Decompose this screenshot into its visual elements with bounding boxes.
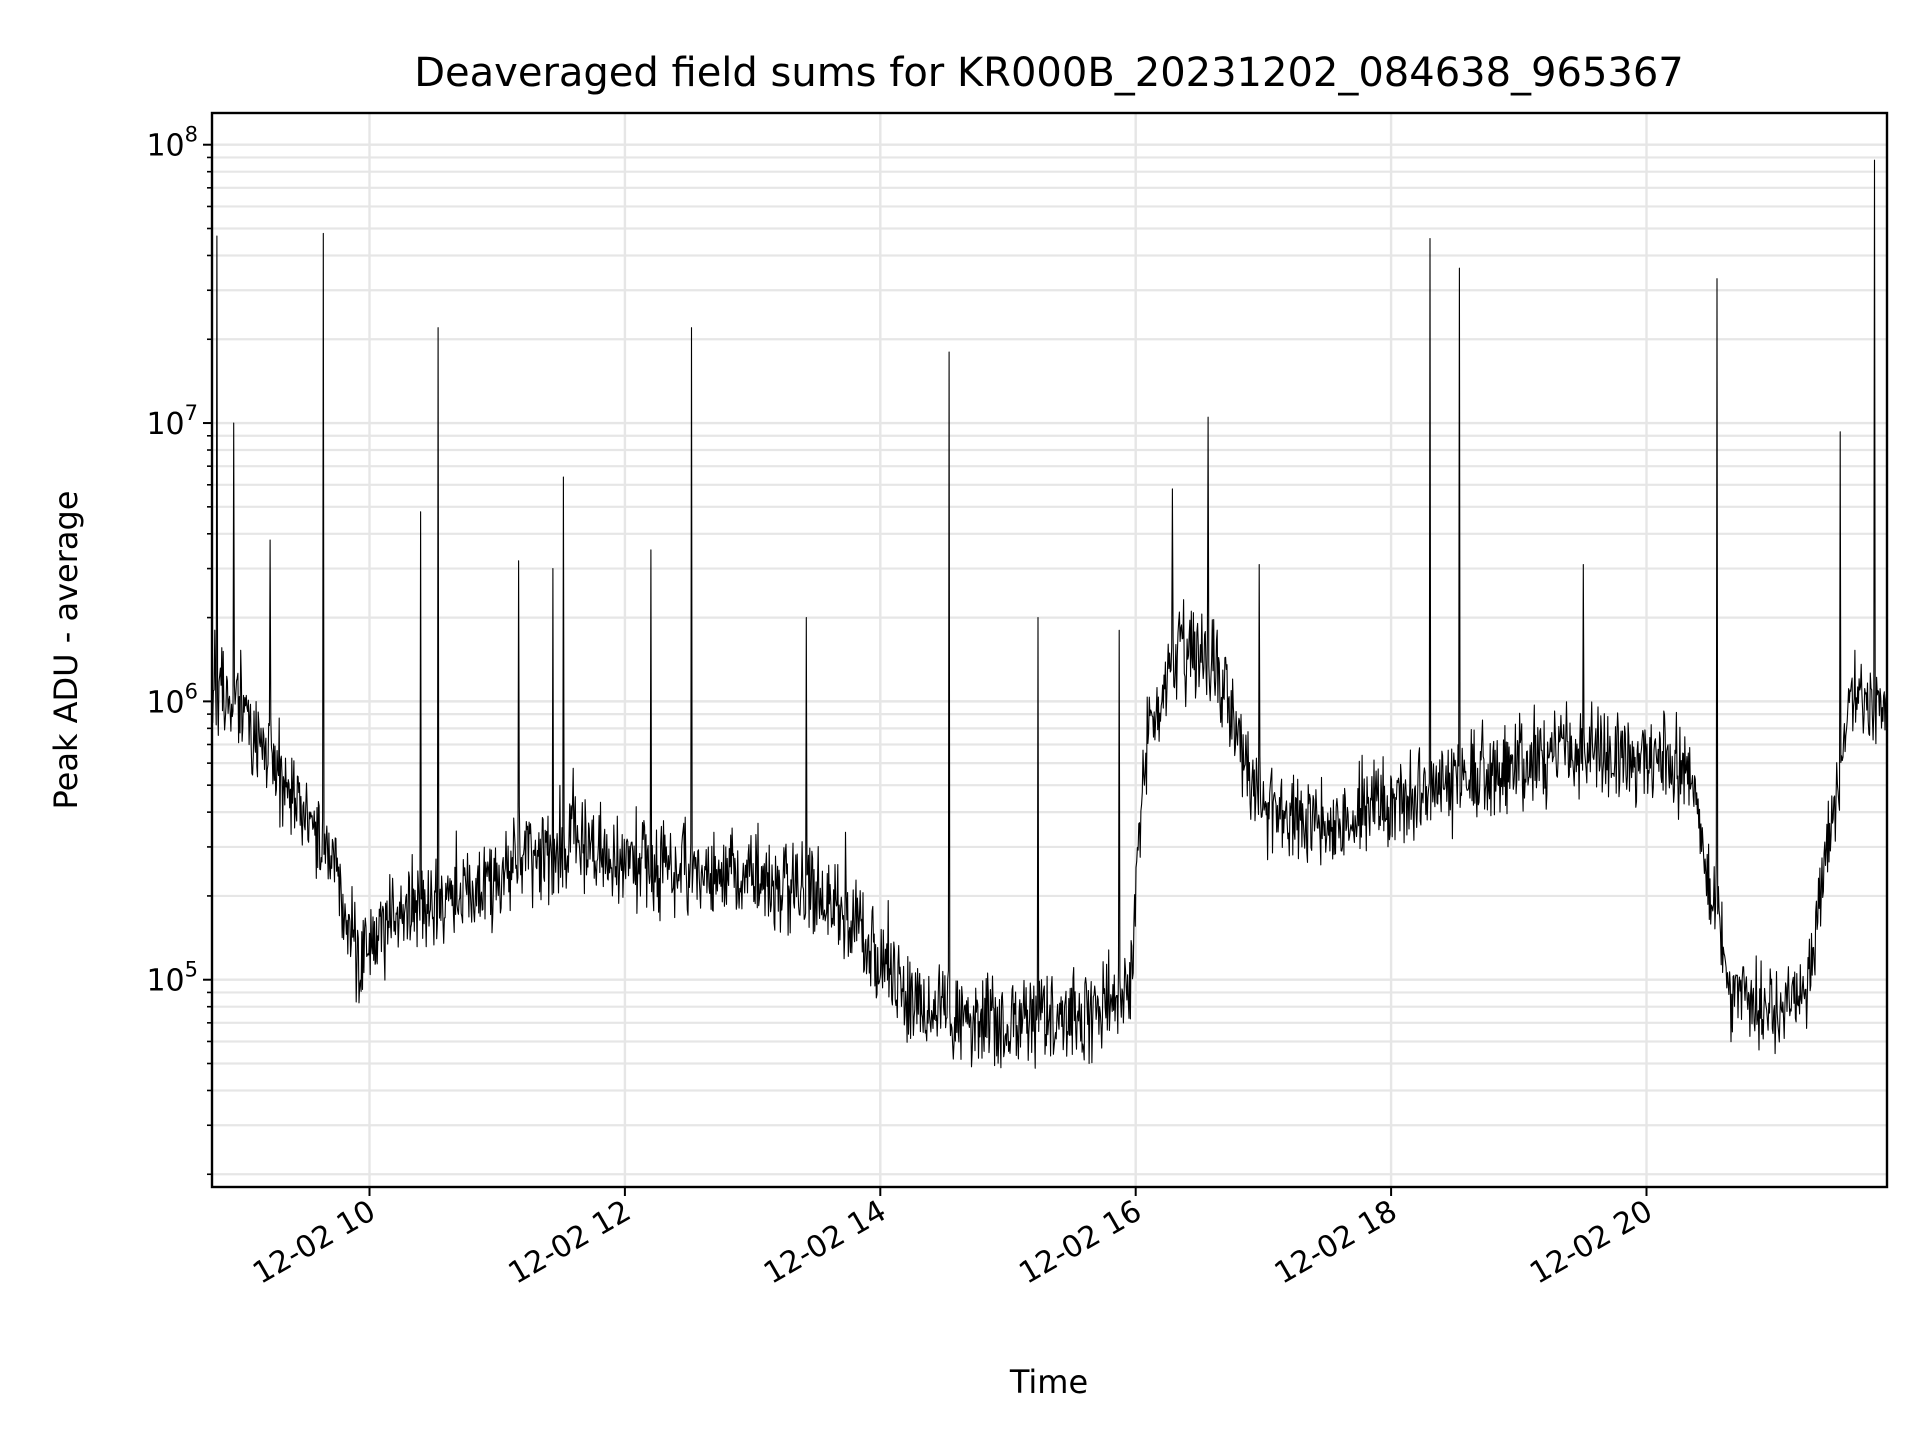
chart-title: Deaveraged field sums for KR000B_2023120… bbox=[414, 50, 1684, 96]
y-tick-label: 106 bbox=[146, 679, 198, 720]
y-axis-label: Peak ADU - average bbox=[47, 491, 85, 810]
series-layer bbox=[211, 159, 1887, 1069]
x-axis-label: Time bbox=[1009, 1363, 1088, 1401]
y-tick-label: 108 bbox=[146, 123, 198, 164]
series-line bbox=[211, 159, 1887, 1069]
y-tick-label: 107 bbox=[146, 401, 198, 442]
y-tick-label: 105 bbox=[146, 958, 198, 999]
plot-frame bbox=[210, 111, 1889, 1189]
